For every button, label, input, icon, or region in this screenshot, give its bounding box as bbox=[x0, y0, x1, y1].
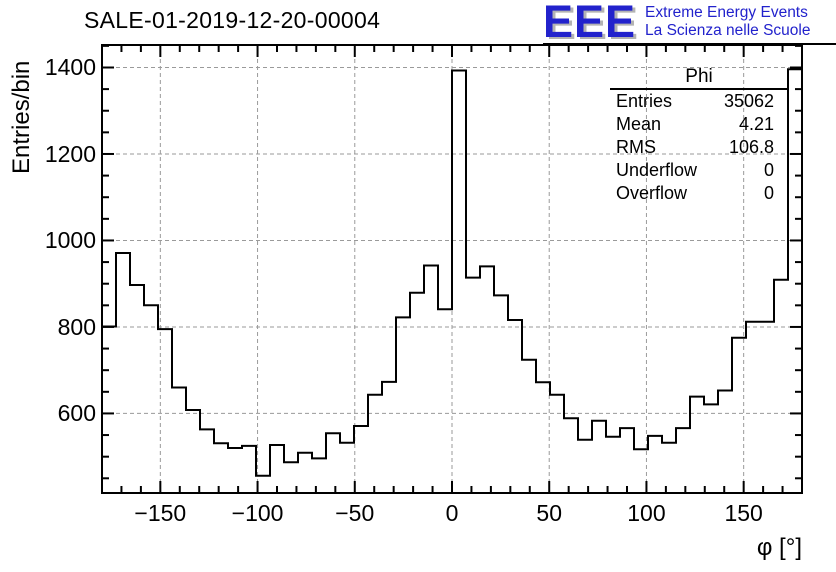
stats-value: 0 bbox=[763, 160, 774, 180]
stats-label: Mean bbox=[616, 114, 662, 134]
y-tick-label: 1200 bbox=[44, 140, 96, 167]
stats-value: 106.8 bbox=[728, 137, 774, 157]
y-tick-label: 1000 bbox=[44, 227, 96, 254]
plot-frame bbox=[101, 44, 803, 494]
x-tick-label: −100 bbox=[231, 500, 284, 526]
x-axis-title: φ [°] bbox=[756, 534, 802, 561]
stats-label: Underflow bbox=[616, 160, 698, 180]
stats-row-underflow: Underflow 0 bbox=[610, 159, 788, 182]
eee-logo-line1: Extreme Energy Events bbox=[645, 4, 808, 21]
stats-row-overflow: Overflow 0 bbox=[610, 182, 788, 205]
x-tick-label: 50 bbox=[536, 500, 563, 526]
stats-box: Phi Entries 35062 Mean 4.21 RMS 106.8 Un… bbox=[610, 66, 788, 205]
stats-label: RMS bbox=[616, 137, 656, 157]
stats-value: 0 bbox=[763, 183, 774, 203]
histogram-step-line bbox=[101, 68, 803, 493]
eee-logo-line2: La Scienza nelle Scuole bbox=[645, 22, 811, 39]
x-tick-label: −150 bbox=[134, 500, 187, 526]
y-tick-label: 1400 bbox=[44, 54, 96, 81]
stats-label: Overflow bbox=[616, 183, 688, 203]
stats-label: Entries bbox=[616, 91, 673, 111]
stats-divider bbox=[610, 88, 788, 90]
stats-title: Phi bbox=[685, 66, 713, 87]
eee-logo: EEE Extreme Energy Events La Scienza nel… bbox=[543, 0, 811, 47]
y-tick-label: 600 bbox=[57, 400, 96, 427]
x-tick-label: 150 bbox=[724, 500, 763, 526]
stats-value: 4.21 bbox=[738, 114, 774, 134]
stats-row-rms: RMS 106.8 bbox=[610, 136, 788, 159]
eee-logo-text: Extreme Energy Events La Scienza nelle S… bbox=[645, 1, 810, 40]
stats-row-entries: Entries 35062 bbox=[610, 90, 788, 113]
x-tick-label: −50 bbox=[335, 500, 375, 526]
y-tick-label: 800 bbox=[57, 313, 96, 340]
stats-value: 35062 bbox=[723, 91, 774, 111]
eee-logo-acronym: EEE bbox=[543, 0, 637, 47]
page-title: SALE-01-2019-12-20-00004 bbox=[84, 7, 381, 33]
x-tick-label: 0 bbox=[445, 500, 459, 526]
stats-row-mean: Mean 4.21 bbox=[610, 113, 788, 136]
x-tick-label: 100 bbox=[627, 500, 666, 526]
